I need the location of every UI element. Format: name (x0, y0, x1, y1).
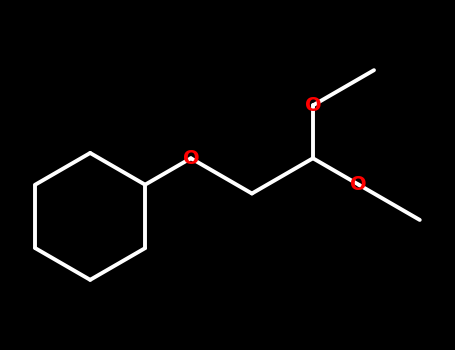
Text: O: O (305, 96, 321, 115)
Text: O: O (350, 175, 367, 194)
Text: O: O (182, 149, 199, 168)
